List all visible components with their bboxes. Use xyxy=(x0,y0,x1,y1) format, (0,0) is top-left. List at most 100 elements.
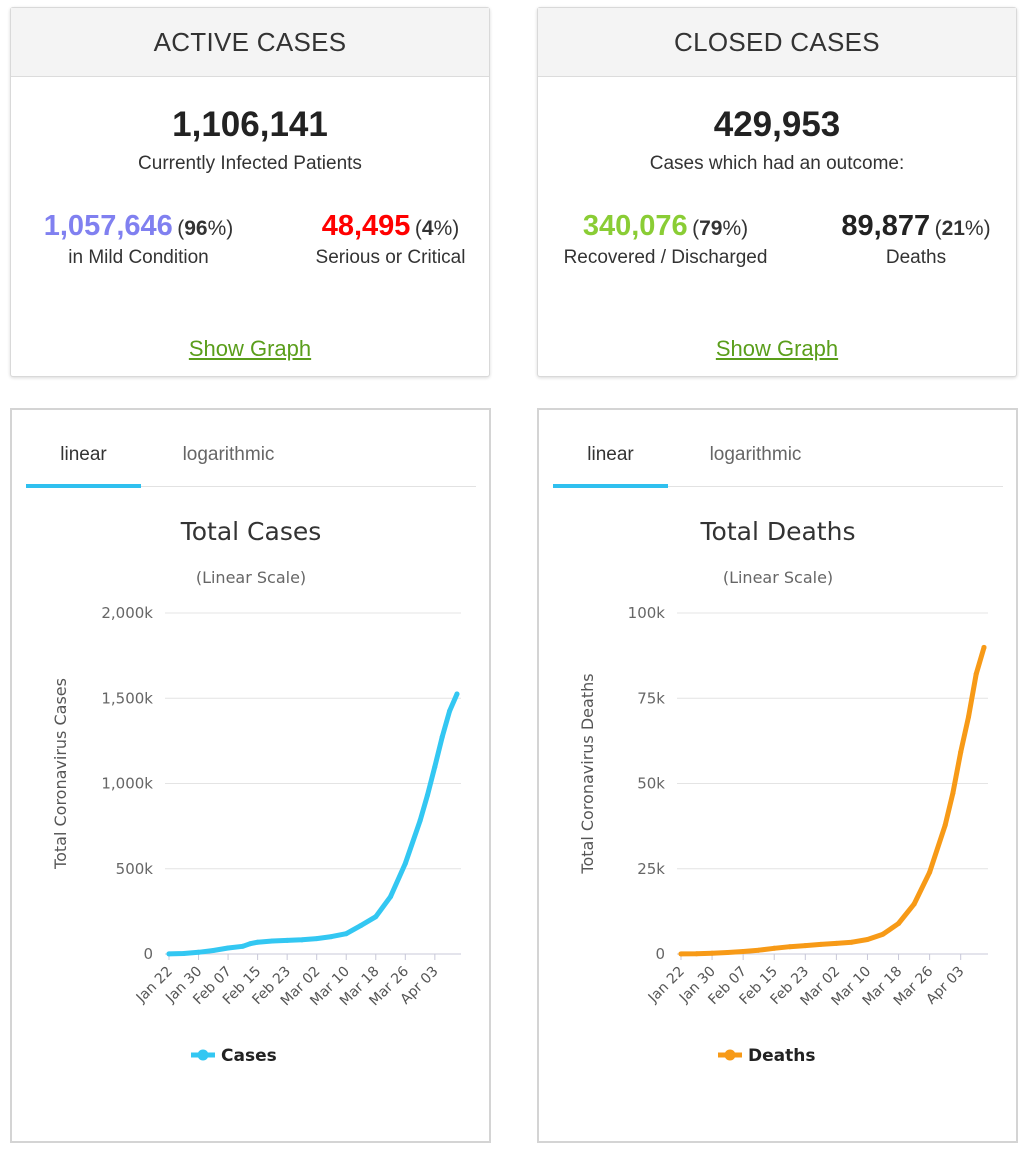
serious-number: 48,495 xyxy=(321,210,411,242)
data-point xyxy=(740,949,746,955)
y-tick-label: 500k xyxy=(116,860,154,878)
y-tick-label: 75k xyxy=(637,689,665,707)
data-point xyxy=(269,938,275,944)
data-point xyxy=(328,934,334,940)
y-tick-label: 2,000k xyxy=(101,604,153,622)
deaths-percent: (21%) xyxy=(934,217,991,240)
data-point xyxy=(880,931,886,937)
data-point xyxy=(424,792,430,798)
serious-condition-stat: 48,495 (4%) Serious or Critical xyxy=(293,210,488,269)
chart-title: Total Cases xyxy=(180,517,322,546)
data-point xyxy=(439,734,445,740)
data-point xyxy=(818,941,824,947)
tab-linear[interactable]: linear xyxy=(553,436,668,488)
series-line-deaths xyxy=(678,644,987,957)
mild-label: in Mild Condition xyxy=(68,247,209,268)
chart-subtitle: (Linear Scale) xyxy=(196,568,306,587)
data-point xyxy=(284,937,290,943)
y-axis-label: Total Coronavirus Cases xyxy=(51,678,70,870)
serious-percent: (4%) xyxy=(414,217,460,240)
data-point xyxy=(942,822,948,828)
tab-logarithmic[interactable]: logarithmic xyxy=(709,444,802,465)
data-point xyxy=(864,936,870,942)
data-point xyxy=(255,939,261,945)
tab-logarithmic[interactable]: logarithmic xyxy=(182,444,275,465)
y-tick-label: 50k xyxy=(637,775,665,793)
recovered-label: Recovered / Discharged xyxy=(563,247,768,268)
active-cases-panel: ACTIVE CASES 1,106,141 Currently Infecte… xyxy=(10,7,490,377)
deaths-stat: 89,877 (21%) Deaths xyxy=(826,210,1006,269)
deaths-label: Deaths xyxy=(885,247,947,268)
data-point xyxy=(958,749,964,755)
data-point xyxy=(373,914,379,920)
y-tick-label: 1,000k xyxy=(101,775,153,793)
data-point xyxy=(771,945,777,951)
recovered-percent: (79%) xyxy=(692,217,749,240)
legend-item[interactable]: Deaths xyxy=(748,1046,815,1066)
data-point xyxy=(343,931,349,937)
data-point xyxy=(358,922,364,928)
data-point xyxy=(833,940,839,946)
legend-item[interactable]: Cases xyxy=(221,1046,277,1066)
data-point xyxy=(911,901,917,907)
closed-cases-panel: CLOSED CASES 429,953 Cases which had an … xyxy=(537,7,1017,377)
y-tick-label: 0 xyxy=(655,945,665,963)
total-deaths-chart-panel: linear logarithmic Total Deaths (Linear S… xyxy=(537,408,1018,1143)
data-point xyxy=(709,950,715,956)
active-cases-total-label: Currently Infected Patients xyxy=(138,153,362,174)
data-point xyxy=(965,714,971,720)
serious-label: Serious or Critical xyxy=(315,247,466,268)
data-point xyxy=(725,950,731,956)
y-tick-label: 100k xyxy=(628,604,666,622)
data-point xyxy=(299,937,305,943)
y-axis-label: Total Coronavirus Deaths xyxy=(578,673,597,874)
active-cases-header: ACTIVE CASES xyxy=(11,8,489,77)
data-point xyxy=(896,921,902,927)
data-point xyxy=(432,764,438,770)
data-point xyxy=(447,708,453,714)
data-point xyxy=(388,894,394,900)
legend-marker xyxy=(724,1049,736,1061)
total-deaths-chart: Total Deaths (Linear Scale) 0 25k 50k 75k 100k… xyxy=(578,517,988,1066)
legend-marker xyxy=(197,1049,209,1061)
tab-linear[interactable]: linear xyxy=(26,436,141,488)
data-point xyxy=(181,951,187,957)
recovered-number: 340,076 xyxy=(582,210,688,242)
closed-cases-total: 429,953 xyxy=(713,105,841,144)
closed-cases-total-label: Cases which had an outcome: xyxy=(649,153,905,174)
data-point xyxy=(210,947,216,953)
chart-subtitle: (Linear Scale) xyxy=(723,568,833,587)
data-point xyxy=(849,939,855,945)
total-cases-chart-panel: linear logarithmic Total Cases (Linear Sc… xyxy=(10,408,491,1143)
data-point xyxy=(417,818,423,824)
data-point xyxy=(196,949,202,955)
closed-cases-header: CLOSED CASES xyxy=(538,8,1016,77)
scale-tabs: linear logarithmic xyxy=(553,436,1003,488)
data-point xyxy=(756,947,762,953)
y-tick-label: 25k xyxy=(637,860,665,878)
data-point xyxy=(950,790,956,796)
data-point xyxy=(981,644,987,650)
scale-tabs: linear logarithmic xyxy=(26,436,476,488)
data-point xyxy=(802,943,808,949)
data-point xyxy=(402,860,408,866)
data-point xyxy=(973,671,979,677)
recovered-stat: 340,076 (79%) Recovered / Discharged xyxy=(548,210,783,269)
data-point xyxy=(166,951,172,957)
y-tick-label: 0 xyxy=(143,945,153,963)
data-point xyxy=(927,869,933,875)
series-line-cases xyxy=(166,691,460,957)
chart-title: Total Deaths xyxy=(700,517,856,546)
data-point xyxy=(247,941,253,947)
closed-show-graph-link[interactable]: Show Graph xyxy=(715,336,839,361)
data-point xyxy=(225,945,231,951)
data-point xyxy=(454,691,460,697)
data-point xyxy=(678,951,684,957)
data-point xyxy=(314,936,320,942)
mild-number: 1,057,646 xyxy=(43,210,173,242)
mild-percent: (96%) xyxy=(177,217,234,240)
active-show-graph-link[interactable]: Show Graph xyxy=(188,336,312,361)
y-tick-label: 1,500k xyxy=(101,689,153,707)
data-point xyxy=(694,951,700,957)
total-cases-chart: Total Cases (Linear Scale) 0 500k 1,000k 1,50… xyxy=(51,517,461,1066)
